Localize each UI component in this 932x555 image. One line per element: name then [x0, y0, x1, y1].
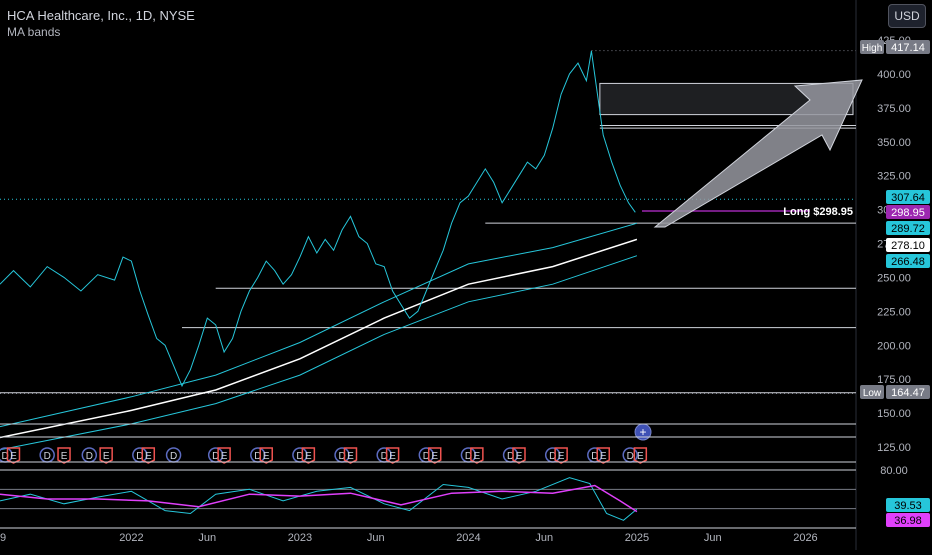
price-tag: 307.64: [891, 192, 925, 204]
ma-lower-band: [0, 255, 638, 451]
y-tick-label: 325.00: [877, 171, 911, 183]
upcoming-event-icon: +: [639, 425, 646, 439]
rsi-tag-bg: [886, 498, 930, 512]
x-tick-label: 2024: [456, 532, 480, 544]
x-tick-label: 2025: [625, 532, 649, 544]
event-marker-letter: E: [145, 451, 152, 462]
price-tag: 417.14: [891, 42, 925, 54]
event-marker-letter: D: [212, 451, 219, 462]
event-marker-letter: D: [507, 451, 514, 462]
event-marker-letter: D: [549, 451, 556, 462]
price-tag-bg: [886, 221, 930, 235]
projection-arrow[interactable]: [653, 79, 863, 228]
y-tick-label: 225.00: [877, 306, 911, 318]
price-tag-label: Low: [863, 388, 882, 399]
ma-upper-band: [0, 222, 638, 428]
y-tick-label: 125.00: [877, 442, 911, 454]
price-tag-bg: [886, 385, 930, 399]
price-tag: 266.48: [891, 256, 925, 268]
event-marker-letter: E: [431, 451, 438, 462]
price-tag: 278.10: [891, 240, 925, 252]
event-marker-letter: D: [591, 451, 598, 462]
rsi-tag: 36.98: [894, 515, 922, 527]
x-tick-label: 9: [0, 532, 6, 544]
price-tag-bg: [886, 205, 930, 219]
x-tick-label: Jun: [367, 532, 385, 544]
rsi-tag: 39.53: [894, 500, 922, 512]
event-marker-letter: E: [61, 451, 68, 462]
price-tag-label: High: [862, 43, 883, 54]
x-tick-label: 2026: [793, 532, 817, 544]
price-tag-bg: [886, 254, 930, 268]
price-tag-bg: [886, 238, 930, 252]
rsi-ma-line: [0, 484, 638, 513]
price-tag-bg: [886, 40, 930, 54]
event-marker-letter: E: [516, 451, 523, 462]
event-marker-letter: D: [170, 451, 177, 462]
price-tag-label-bg: [860, 385, 884, 399]
event-marker-letter: D: [44, 451, 51, 462]
event-marker-letter: E: [305, 451, 312, 462]
price-tag: 298.95: [891, 207, 925, 219]
event-marker-letter: E: [103, 451, 110, 462]
long-entry-label: Long $298.95: [783, 206, 853, 218]
event-marker-letter: D: [627, 451, 634, 462]
event-marker-letter: D: [465, 451, 472, 462]
rsi-tag-bg: [886, 513, 930, 527]
event-marker-letter: D: [423, 451, 430, 462]
event-marker-letter: E: [600, 451, 607, 462]
event-marker-letter: D: [136, 451, 143, 462]
event-marker-letter: D: [1, 451, 8, 462]
currency-button[interactable]: USD: [888, 4, 926, 28]
event-marker-letter: D: [381, 451, 388, 462]
indicator-label[interactable]: MA bands: [7, 25, 61, 39]
symbol-title: HCA Healthcare, Inc., 1D, NYSE: [7, 8, 195, 23]
price-tag-bg: [886, 190, 930, 204]
ma-center-line: [0, 238, 638, 439]
price-tag: 164.47: [891, 387, 925, 399]
event-marker-letter: D: [338, 451, 345, 462]
y-tick-label: 250.00: [877, 272, 911, 284]
event-marker-letter: D: [86, 451, 93, 462]
x-tick-label: Jun: [704, 532, 722, 544]
y-tick-label: 400.00: [877, 69, 911, 81]
event-marker-letter: E: [221, 451, 228, 462]
y-tick-label: 175.00: [877, 374, 911, 386]
x-tick-label: Jun: [535, 532, 553, 544]
y-tick-label: 200.00: [877, 340, 911, 352]
price-tag: 289.72: [891, 223, 925, 235]
x-tick-label: Jun: [198, 532, 216, 544]
y-tick-label: 150.00: [877, 408, 911, 420]
price-line: [0, 50, 636, 388]
event-marker-letter: E: [263, 451, 270, 462]
price-tag-label-bg: [860, 40, 884, 54]
y-tick-label: 350.00: [877, 137, 911, 149]
rsi-line: [0, 477, 638, 521]
event-marker-letter: E: [558, 451, 565, 462]
event-marker-letter: E: [389, 451, 396, 462]
event-marker-letter: E: [10, 451, 17, 462]
event-marker-letter: E: [347, 451, 354, 462]
x-tick-label: 2023: [288, 532, 312, 544]
event-marker-letter: E: [474, 451, 481, 462]
rsi-tick-label: 80.00: [880, 465, 908, 477]
event-marker-letter: E: [637, 451, 644, 462]
event-marker-letter: D: [254, 451, 261, 462]
event-marker-letter: D: [296, 451, 303, 462]
x-tick-label: 2022: [119, 532, 143, 544]
y-tick-label: 375.00: [877, 103, 911, 115]
